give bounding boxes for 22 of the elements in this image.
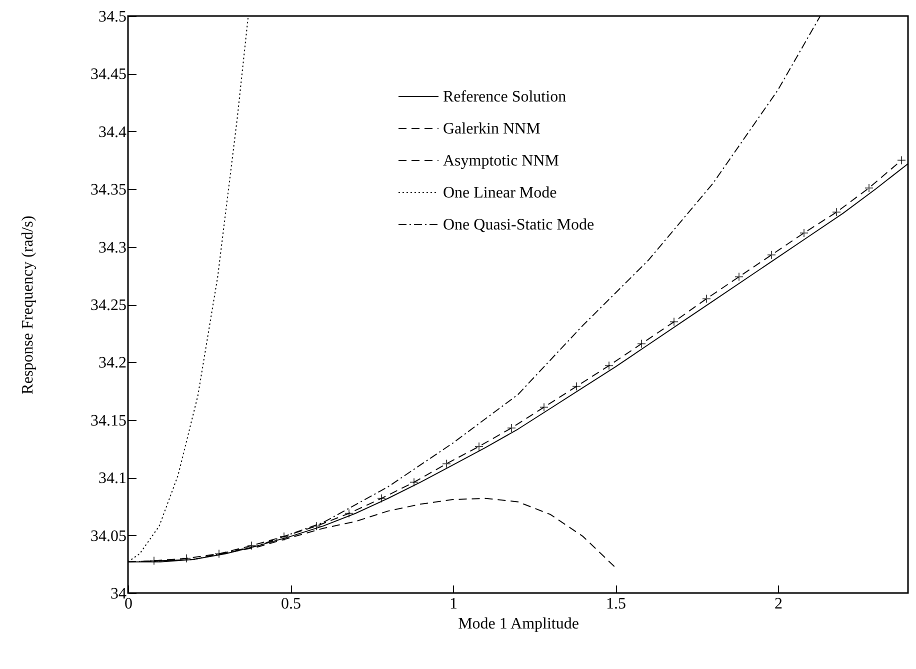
y-tick-label: 34.05 [90,528,126,545]
legend-label: One Linear Mode [443,184,557,202]
y-tick-label: 34.3 [98,239,126,256]
x-tick-label: 1.5 [606,596,626,612]
legend-label: Galerkin NNM [443,120,540,138]
legend-label: Reference Solution [443,88,566,106]
y-tick-label: 34.45 [90,66,126,84]
y-axis-title: Response Frequency (rad/s) [20,216,36,394]
y-tick-label: 34.1 [98,470,126,488]
x-tick-label: 1 [450,596,458,612]
y-tick-label: 34.25 [90,297,126,314]
legend-label: One Quasi-Static Mode [443,216,594,234]
legend-label: Asymptotic NNM [443,152,559,170]
y-tick-label: 34 [110,586,126,602]
y-tick-label: 34.5 [98,8,126,26]
x-tick-label: 0.5 [281,596,301,612]
y-tick-label: 34.4 [98,124,126,141]
y-tick-label: 34.15 [90,412,126,430]
x-axis-title: Mode 1 Amplitude [458,616,579,632]
y-tick-label: 34.2 [98,354,126,372]
x-tick-label: 2 [774,596,782,612]
y-tick-label: 34.35 [90,182,126,199]
